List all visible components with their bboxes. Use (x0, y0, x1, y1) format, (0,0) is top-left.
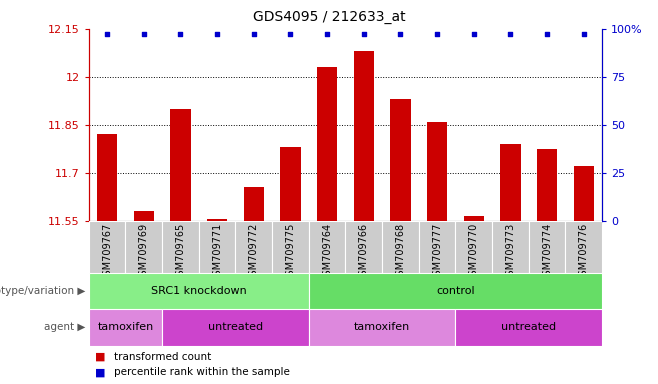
Bar (207, 219, 227, 221)
Bar (97, 134, 117, 221)
Bar (126, 221, 162, 273)
Bar (89, 309, 162, 346)
Point (175, 30, 186, 36)
Point (285, 30, 295, 36)
Bar (455, 221, 492, 273)
Text: GSM709772: GSM709772 (249, 223, 259, 282)
Bar (309, 309, 455, 346)
Text: GSM709767: GSM709767 (102, 223, 112, 282)
Bar (317, 67, 337, 221)
Bar (345, 221, 382, 273)
Bar (236, 221, 272, 273)
Text: genotype/variation ▶: genotype/variation ▶ (0, 286, 86, 296)
Text: GSM709765: GSM709765 (176, 223, 186, 282)
Bar (537, 149, 557, 221)
Bar (354, 51, 374, 221)
Bar (280, 147, 301, 221)
Text: transformed count: transformed count (114, 352, 211, 362)
Text: GSM709777: GSM709777 (432, 223, 442, 282)
Point (468, 30, 479, 36)
Point (102, 30, 113, 36)
Bar (134, 211, 154, 221)
Bar (309, 273, 602, 309)
Point (542, 30, 552, 36)
Point (395, 30, 406, 36)
Bar (89, 221, 126, 273)
Bar (455, 309, 602, 346)
Text: GSM709773: GSM709773 (505, 223, 515, 282)
Text: GSM709775: GSM709775 (286, 223, 295, 282)
Bar (464, 216, 484, 221)
Text: GDS4095 / 212633_at: GDS4095 / 212633_at (253, 10, 405, 23)
Text: GSM709769: GSM709769 (139, 223, 149, 282)
Bar (390, 99, 411, 221)
Text: percentile rank within the sample: percentile rank within the sample (114, 367, 290, 377)
Point (359, 30, 369, 36)
Point (578, 30, 589, 36)
Bar (162, 221, 199, 273)
Text: ■: ■ (95, 352, 106, 362)
Bar (565, 221, 602, 273)
Bar (170, 109, 191, 221)
Text: SRC1 knockdown: SRC1 knockdown (151, 286, 247, 296)
Text: GSM709776: GSM709776 (579, 223, 589, 282)
Point (505, 30, 516, 36)
Text: untreated: untreated (208, 322, 263, 333)
Text: untreated: untreated (501, 322, 556, 333)
Text: tamoxifen: tamoxifen (354, 322, 410, 333)
Point (432, 30, 442, 36)
Bar (500, 144, 520, 221)
Bar (89, 273, 309, 309)
Bar (162, 309, 309, 346)
Point (249, 30, 259, 36)
Bar (243, 187, 264, 221)
Bar (427, 122, 447, 221)
Point (212, 30, 222, 36)
Text: GSM709764: GSM709764 (322, 223, 332, 282)
Bar (492, 221, 529, 273)
Text: GSM709771: GSM709771 (212, 223, 222, 282)
Point (322, 30, 332, 36)
Text: ■: ■ (95, 367, 106, 377)
Bar (199, 221, 236, 273)
Text: GSM709768: GSM709768 (395, 223, 405, 282)
Bar (574, 166, 594, 221)
Bar (529, 221, 565, 273)
Text: tamoxifen: tamoxifen (97, 322, 153, 333)
Text: GSM709766: GSM709766 (359, 223, 368, 282)
Bar (309, 221, 345, 273)
Text: control: control (436, 286, 474, 296)
Text: GSM709774: GSM709774 (542, 223, 552, 282)
Text: agent ▶: agent ▶ (44, 322, 86, 333)
Point (139, 30, 149, 36)
Bar (382, 221, 418, 273)
Bar (272, 221, 309, 273)
Text: GSM709770: GSM709770 (468, 223, 479, 282)
Bar (418, 221, 455, 273)
